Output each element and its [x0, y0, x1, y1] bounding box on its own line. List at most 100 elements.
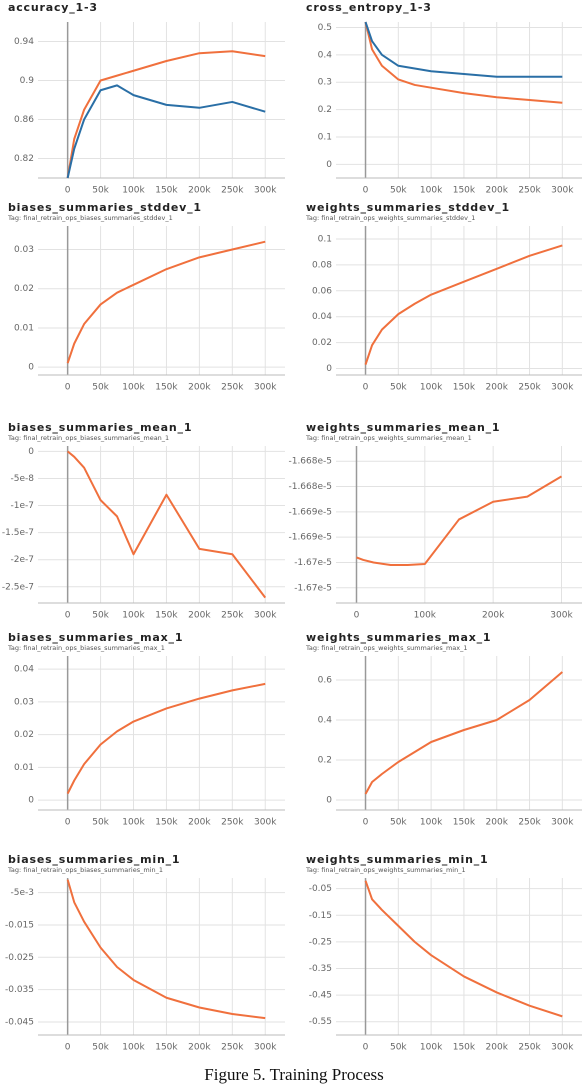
y-tick-label: 0.4 [318, 50, 333, 60]
y-tick-label: -1.669e-5 [288, 533, 332, 543]
y-tick-label: 0.04 [312, 312, 332, 322]
x-tick-label: 150k [155, 1043, 178, 1053]
x-tick-label: 300k [254, 383, 277, 393]
chart-title: weights_summaries_min_1 [306, 853, 488, 866]
y-tick-label: -1.67e-5 [294, 583, 332, 593]
x-tick-label: 200k [188, 818, 211, 828]
y-tick-label: -0.45 [309, 991, 332, 1001]
chart-tag: Tag: final_retrain_ops_weights_summaries… [305, 644, 468, 652]
y-tick-label: -0.015 [5, 920, 34, 930]
x-tick-label: 300k [254, 1043, 277, 1053]
x-tick-label: 50k [92, 383, 109, 393]
y-tick-label: -2.5e-7 [2, 582, 34, 592]
x-tick-label: 100k [122, 383, 145, 393]
chart-title: biases_summaries_max_1 [8, 631, 183, 644]
x-tick-label: 150k [453, 1043, 476, 1053]
chart-tag: Tag: final_retrain_ops_weights_summaries… [305, 214, 475, 222]
y-tick-label: 0.03 [14, 245, 34, 255]
series-line [66, 682, 266, 795]
y-tick-label: -2e-7 [11, 555, 34, 565]
x-tick-label: 50k [390, 186, 407, 196]
y-tick-label: 0.01 [14, 323, 34, 333]
y-tick-label: 0.04 [14, 665, 34, 675]
x-tick-label: 0 [363, 1043, 369, 1053]
x-tick-label: 100k [420, 186, 443, 196]
x-tick-label: 50k [390, 1043, 407, 1053]
y-tick-label: -0.25 [309, 937, 332, 947]
x-tick-label: 0 [363, 383, 369, 393]
x-tick-label: 150k [155, 383, 178, 393]
y-tick-label: 0.1 [318, 234, 332, 244]
chart-tag: Tag: final_retrain_ops_biases_summaries_… [7, 866, 163, 874]
chart-title: biases_summaries_stddev_1 [8, 201, 202, 214]
y-tick-label: -0.55 [309, 1017, 332, 1027]
y-tick-label: 0 [28, 363, 34, 373]
x-tick-label: 250k [221, 1043, 244, 1053]
x-tick-label: 0 [65, 611, 71, 621]
chart-title: accuracy_1-3 [8, 1, 98, 14]
chart-tag: Tag: final_retrain_ops_biases_summaries_… [7, 214, 173, 222]
y-tick-label: 0 [326, 796, 332, 806]
chart-title: biases_summaries_mean_1 [8, 421, 192, 434]
y-tick-label: 0.2 [318, 756, 332, 766]
y-tick-label: -0.35 [309, 964, 332, 974]
x-tick-label: 50k [92, 1043, 109, 1053]
x-tick-label: 150k [155, 186, 178, 196]
y-tick-label: -0.15 [309, 911, 332, 921]
y-tick-label: 0.02 [14, 730, 34, 740]
x-tick-label: 0 [363, 186, 369, 196]
x-tick-label: 300k [254, 611, 277, 621]
series-line [66, 879, 266, 1020]
x-tick-label: 50k [92, 186, 109, 196]
y-tick-label: 0.94 [14, 37, 34, 47]
x-tick-label: 200k [482, 611, 505, 621]
x-tick-label: 50k [92, 611, 109, 621]
x-tick-label: 250k [221, 611, 244, 621]
x-tick-label: 150k [453, 186, 476, 196]
series-line [67, 450, 267, 599]
x-tick-label: 50k [390, 383, 407, 393]
y-tick-label: -1.668e-5 [288, 457, 332, 467]
y-tick-label: 0.1 [318, 132, 332, 142]
x-tick-label: 200k [486, 818, 509, 828]
x-tick-label: 100k [122, 611, 145, 621]
x-tick-label: 150k [155, 818, 178, 828]
y-tick-label: -0.035 [5, 985, 34, 995]
x-tick-label: 200k [188, 611, 211, 621]
chart-title: biases_summaries_min_1 [8, 853, 180, 866]
x-tick-label: 300k [551, 186, 574, 196]
caption: Figure 5. Training Process [204, 1065, 383, 1084]
y-tick-label: 0 [326, 364, 332, 374]
series-line [66, 50, 266, 179]
x-tick-label: 250k [221, 818, 244, 828]
x-tick-label: 0 [65, 1043, 71, 1053]
y-tick-label: -5e-3 [11, 888, 34, 898]
x-tick-label: 200k [188, 383, 211, 393]
x-tick-label: 250k [518, 818, 541, 828]
y-tick-label: 0.01 [14, 763, 34, 773]
chart-tag: Tag: final_retrain_ops_weights_summaries… [305, 434, 472, 442]
chart-title: weights_summaries_mean_1 [306, 421, 500, 434]
series-line [66, 84, 266, 179]
x-tick-label: 300k [550, 611, 573, 621]
y-tick-label: -1.668e-5 [288, 482, 332, 492]
chart-title: weights_summaries_stddev_1 [306, 201, 510, 214]
x-tick-label: 0 [354, 611, 360, 621]
y-tick-label: 0.02 [14, 284, 34, 294]
x-tick-label: 200k [486, 186, 509, 196]
y-tick-label: -0.025 [5, 953, 34, 963]
x-tick-label: 250k [518, 383, 541, 393]
series-line [364, 244, 563, 365]
y-tick-label: -1e-7 [11, 501, 34, 511]
series-line [364, 880, 563, 1018]
y-tick-label: -1.67e-5 [294, 558, 332, 568]
chart-tag: Tag: final_retrain_ops_biases_summaries_… [7, 644, 165, 652]
x-tick-label: 200k [188, 186, 211, 196]
series-line [356, 475, 563, 567]
x-tick-label: 250k [518, 186, 541, 196]
y-tick-label: 0.03 [14, 697, 34, 707]
x-tick-label: 100k [414, 611, 437, 621]
chart-title: cross_entropy_1-3 [306, 1, 432, 14]
x-tick-label: 0 [65, 186, 71, 196]
